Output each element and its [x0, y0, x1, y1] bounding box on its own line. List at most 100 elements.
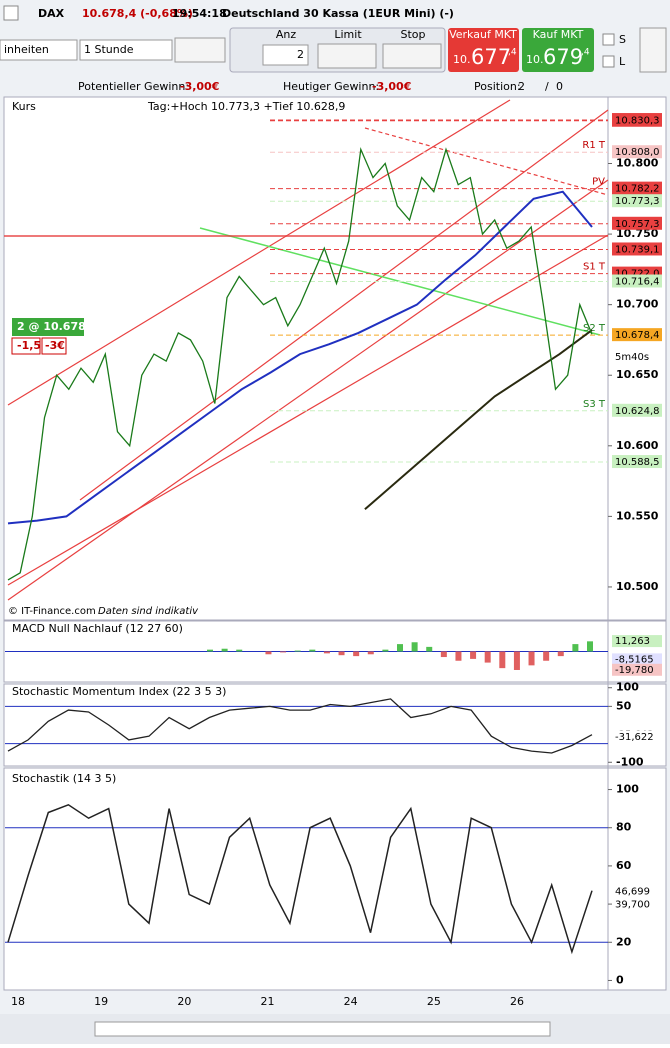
y-tick-label: 10.750 — [616, 227, 659, 240]
y-tick-label: 10.600 — [616, 439, 659, 452]
level-box — [612, 403, 662, 417]
series-line — [7, 146, 593, 581]
price-panel — [3, 96, 667, 621]
y-tick-label: 10.550 — [616, 509, 659, 522]
macd-bar — [484, 651, 491, 663]
y-tick-label: 10.650 — [616, 368, 659, 381]
value-box — [612, 663, 662, 676]
value-box — [612, 885, 662, 898]
level-box — [612, 113, 662, 127]
potential-value: -3,00€ — [180, 80, 219, 93]
level-label: 10.757,3 — [615, 219, 660, 230]
pl-points-box — [11, 337, 41, 355]
chart-type-button[interactable] — [174, 37, 226, 63]
today-label: Heutiger Gewinn: — [283, 80, 379, 93]
series-line — [364, 329, 593, 511]
potential-label: Potentieller Gewinn: — [78, 80, 189, 93]
trend-channels — [7, 99, 609, 601]
buy-prefix: 10. — [526, 53, 544, 66]
level-marker: PV — [592, 177, 605, 188]
sell-suffix: ,4 — [508, 48, 517, 58]
time: 19:54:18 — [172, 7, 227, 20]
channel-line — [7, 179, 609, 601]
sell-button[interactable] — [448, 28, 519, 72]
countdown: 5m40s — [615, 352, 649, 363]
macd-bar — [470, 651, 477, 659]
level-box — [612, 455, 662, 469]
macd-bar — [280, 651, 287, 653]
instrument-name: Deutschland 30 Kassa (1EUR Mini) (-) — [222, 7, 454, 20]
macd-bar — [528, 651, 535, 666]
anz-input[interactable] — [262, 44, 309, 66]
macd-title: MACD Null Nachlauf (12 27 60) — [12, 622, 183, 635]
pl-money-box — [41, 337, 67, 355]
level-label: 10.716,4 — [615, 277, 660, 288]
unit-select-text: inheiten — [4, 43, 49, 56]
macd-bar — [338, 651, 345, 656]
level-box — [612, 216, 662, 230]
x-tick-label: 21 — [261, 995, 275, 1008]
macd-bar — [207, 649, 213, 652]
level-marker: S3 T — [583, 399, 606, 410]
macd-bar — [309, 649, 316, 652]
macd-bar — [543, 651, 550, 661]
limit-label: Limit — [334, 28, 362, 41]
value-box — [612, 730, 662, 743]
macd-bar — [411, 642, 418, 652]
price-info: Tag:+Hoch 10.773,3 +Tief 10.628,9 — [147, 100, 345, 113]
buy-suffix: ,4 — [581, 48, 590, 58]
value-box — [612, 653, 662, 666]
x-tick-label: 25 — [427, 995, 441, 1008]
position-tag-bg[interactable] — [12, 318, 84, 336]
interval-select[interactable] — [79, 39, 173, 61]
macd-bar — [557, 651, 564, 657]
value-box-label: 46,699 — [615, 886, 650, 897]
x-tick-label: 20 — [177, 995, 191, 1008]
position-label: Position: — [474, 80, 521, 93]
zoom-controls[interactable] — [560, 1018, 660, 1040]
level-box — [612, 194, 662, 208]
x-tick-label: 19 — [94, 995, 108, 1008]
value-box-label: -8,5165 — [615, 654, 654, 665]
l-label: L — [619, 55, 626, 68]
level-box — [612, 145, 662, 159]
macd-bar — [367, 651, 374, 655]
stoch-panel — [3, 767, 667, 991]
stop-button[interactable] — [382, 43, 442, 69]
x-tick-label: 24 — [344, 995, 358, 1008]
y-tick-label: -100 — [616, 755, 644, 768]
limit-button[interactable] — [317, 43, 377, 69]
value-box-label: 39,700 — [615, 900, 650, 911]
scrollbar[interactable] — [94, 1021, 551, 1037]
unit-select[interactable] — [0, 39, 78, 61]
macd-bar — [221, 648, 228, 652]
y-tick-label: 50 — [616, 699, 632, 712]
position-value: 2 — [518, 80, 525, 93]
macd-bar — [323, 651, 330, 654]
credit: © IT-Finance.com — [8, 606, 96, 617]
level-label: 10.722,0 — [615, 269, 660, 280]
level-label: 10.678,4 — [615, 330, 660, 341]
today-value: -3,00€ — [372, 80, 411, 93]
y-tick-label: 100 — [616, 783, 639, 796]
s-checkbox[interactable] — [602, 33, 615, 46]
buy-main: 679 — [543, 45, 583, 69]
macd-bar — [382, 649, 389, 652]
macd-bar — [513, 651, 520, 670]
level-label: 10.830,3 — [615, 116, 660, 127]
level-label: 10.782,2 — [615, 184, 660, 195]
pl-points: -1,5 — [17, 339, 41, 352]
macd-bar — [587, 641, 593, 652]
level-box — [612, 242, 662, 256]
anz-label: Anz — [276, 28, 296, 41]
s-label: S — [619, 33, 626, 46]
y-tick-label: 10.500 — [616, 580, 659, 593]
value-box — [612, 898, 662, 911]
l-checkbox[interactable] — [602, 55, 615, 68]
side-button[interactable] — [639, 27, 667, 73]
level-box — [612, 181, 662, 195]
level-label: 10.808,0 — [615, 147, 660, 158]
macd-bar — [440, 651, 447, 658]
buy-button[interactable] — [522, 28, 594, 72]
pin-icon[interactable] — [3, 5, 19, 21]
